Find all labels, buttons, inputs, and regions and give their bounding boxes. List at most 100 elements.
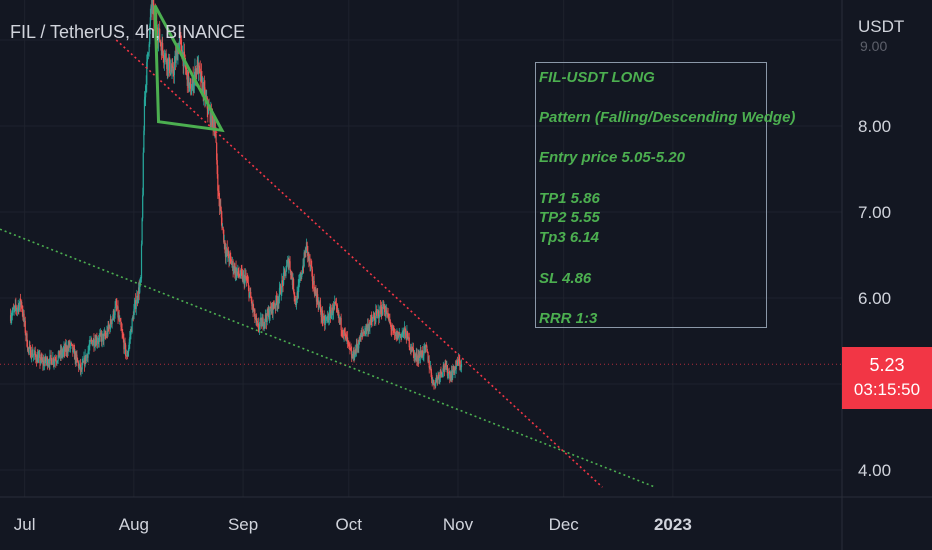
candle-body (347, 341, 349, 343)
candle-body (412, 346, 414, 349)
candle-body (439, 375, 441, 380)
candle-body (435, 377, 437, 380)
candle-body (185, 69, 187, 70)
candle-body (425, 345, 427, 347)
note-tp3: Tp3 6.14 (539, 229, 600, 246)
candle-body (298, 282, 300, 285)
candle-body (224, 240, 226, 251)
candle-body (338, 311, 340, 319)
candle-body (369, 323, 371, 329)
candle-body (10, 317, 12, 322)
candle-body (239, 276, 241, 278)
candle-body (136, 295, 138, 301)
candle-body (225, 251, 227, 257)
candle-body (432, 380, 434, 382)
candle-body (305, 242, 308, 253)
candle-body (71, 343, 73, 345)
candle-body (256, 322, 258, 324)
symbol-title[interactable]: FIL / TetherUS, 4h, BINANCE (10, 22, 246, 42)
candle-body (69, 344, 72, 347)
candle-body (229, 254, 231, 257)
candle-body (388, 313, 390, 321)
candle-body (347, 337, 349, 342)
candle-body (303, 252, 305, 267)
candle-body (122, 332, 124, 337)
candle-body (173, 63, 175, 75)
candle-body (422, 355, 424, 357)
candle-body (402, 331, 404, 335)
candle-body (292, 278, 295, 293)
note-tp2: TP2 5.55 (539, 209, 600, 226)
candle-body (163, 60, 166, 62)
candle-body (76, 354, 78, 359)
candle-body (200, 72, 202, 77)
candle-body (223, 229, 225, 243)
candle-body (244, 277, 246, 285)
candle-body (389, 319, 391, 322)
candle-body (389, 321, 392, 325)
candle-body (425, 345, 427, 348)
candle-body (431, 379, 433, 382)
candle-body (55, 359, 57, 362)
candle-body (375, 310, 377, 323)
candle-body (175, 52, 177, 63)
candle-body (33, 353, 35, 355)
candle-body (189, 82, 191, 86)
candle-body (291, 272, 293, 279)
candle-body (34, 351, 36, 356)
candle-body (245, 275, 247, 280)
candle-body (295, 302, 298, 305)
candle-body (98, 336, 100, 342)
candle-body (364, 331, 366, 335)
candle-body (285, 271, 287, 276)
candle-body (313, 280, 315, 291)
candle-body (170, 69, 172, 74)
candle-body (96, 342, 99, 344)
candle-body (278, 288, 281, 297)
candle-body (277, 301, 279, 306)
candle-body (301, 272, 303, 274)
candle-body (96, 337, 98, 344)
candle-body (246, 279, 248, 280)
candle-body (204, 87, 206, 100)
pennant-triangle (153, 4, 225, 133)
candle-body (406, 331, 408, 341)
candle-body (399, 333, 401, 335)
candle-body (445, 363, 447, 366)
candle-body (257, 323, 259, 329)
trade-note-box[interactable]: FIL-USDT LONG Pattern (Falling/Descendin… (535, 62, 795, 328)
candle-body (199, 67, 201, 69)
candle-body (59, 355, 61, 358)
candle-body (220, 205, 222, 211)
candle-body (169, 57, 171, 74)
candle-body (76, 358, 79, 362)
candle-body (115, 303, 117, 306)
candle-body (240, 269, 242, 277)
candle-body (45, 356, 47, 363)
candle-body (100, 332, 102, 336)
candle-body (26, 333, 28, 347)
candle-body (32, 355, 34, 357)
candle-body (330, 312, 332, 318)
candle-body (219, 198, 221, 207)
candle-body (385, 311, 387, 315)
candle-body (404, 327, 406, 331)
candle-body (171, 65, 173, 72)
candle-body (299, 278, 301, 280)
time-tick-label: Sep (228, 515, 258, 534)
note-risk-reward: RRR 1:3 (539, 310, 598, 327)
candle-body (85, 355, 87, 362)
candle-body (72, 348, 74, 353)
candle-body (227, 250, 230, 258)
time-tick-label: Nov (443, 515, 474, 534)
candle-body (246, 279, 248, 282)
note-entry: Entry price 5.05-5.20 (539, 149, 685, 166)
candle-body (420, 350, 422, 355)
candle-body (362, 332, 365, 334)
candle-body (332, 312, 334, 315)
candle-body (147, 52, 150, 54)
candle-body (456, 360, 458, 365)
candle-body (441, 374, 443, 375)
